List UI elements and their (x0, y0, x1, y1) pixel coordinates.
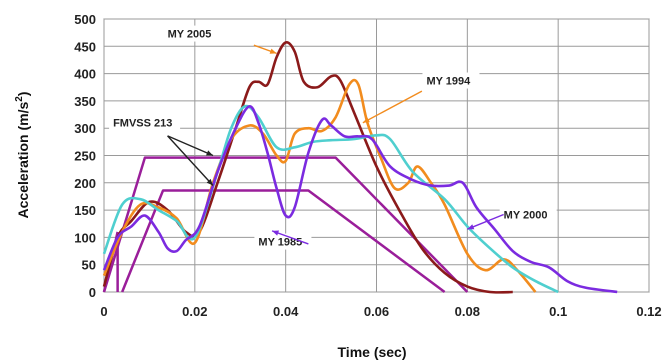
y-axis-title-sup: 2 (14, 96, 25, 102)
y-axis-title-base: Acceleration (m/s (15, 102, 31, 219)
annotation-arrowhead (269, 48, 277, 54)
x-tick-label: 0.02 (182, 304, 207, 319)
series-line-my-1994 (102, 78, 537, 293)
annotation-arrow (467, 213, 504, 230)
annotation-arrowhead (467, 224, 475, 230)
x-tick-label: 0.08 (455, 304, 480, 319)
x-axis-title: Time (sec) (338, 344, 407, 360)
x-tick-label: 0.06 (364, 304, 389, 319)
annotation-label-bg (499, 206, 557, 223)
annotation-label-bg (422, 72, 480, 89)
y-tick-label: 150 (74, 203, 96, 218)
annotation-label: FMVSS 213 (113, 118, 172, 130)
y-tick-label: 100 (74, 230, 96, 245)
x-tick-labels: 0 0.02 0.04 0.06 0.08 0.1 0.12 (100, 304, 661, 319)
annotations: MY 2005 MY 1994 FMVSS 213 MY 2000 MY 1985 (109, 25, 557, 250)
y-axis-title: Acceleration (m/s2) (14, 92, 31, 219)
annotation-label-bg (163, 25, 221, 42)
x-tick-label: 0 (100, 304, 107, 319)
annotation-arrow (167, 135, 214, 187)
y-tick-labels: 0 50 100 150 200 250 300 350 400 450 500 (74, 12, 96, 300)
annotation-label-bg (254, 233, 312, 250)
annotation-label: MY 1994 (426, 76, 471, 88)
annotation-label: MY 2000 (504, 209, 548, 221)
series-line-fmvss-213-lower (121, 189, 446, 294)
y-tick-label: 450 (74, 39, 96, 54)
annotation-arrowhead (206, 178, 213, 186)
y-tick-label: 0 (89, 285, 96, 300)
x-tick-label: 0.04 (273, 304, 299, 319)
y-tick-label: 200 (74, 176, 96, 191)
x-tick-label: 0.12 (636, 304, 661, 319)
y-tick-label: 300 (74, 121, 96, 136)
annotation-label-bg (109, 114, 181, 131)
annotation-arrow (167, 135, 214, 157)
y-tick-label: 500 (74, 12, 96, 27)
y-tick-label: 250 (74, 149, 96, 164)
annotation-label: MY 1985 (258, 237, 302, 249)
y-tick-label: 50 (82, 258, 96, 273)
annotation-arrowhead (272, 230, 280, 236)
y-axis-title-close: ) (15, 92, 31, 97)
series-lines (102, 41, 618, 294)
y-tick-label: 350 (74, 94, 96, 109)
x-tick-label: 0.1 (549, 304, 567, 319)
annotation-arrowhead (206, 150, 213, 156)
annotation-arrow (362, 90, 423, 124)
annotation-arrowhead (362, 117, 370, 123)
series-line-my-1985 (102, 105, 618, 294)
annotation-label: MY 2005 (168, 29, 212, 41)
y-tick-label: 400 (74, 67, 96, 82)
